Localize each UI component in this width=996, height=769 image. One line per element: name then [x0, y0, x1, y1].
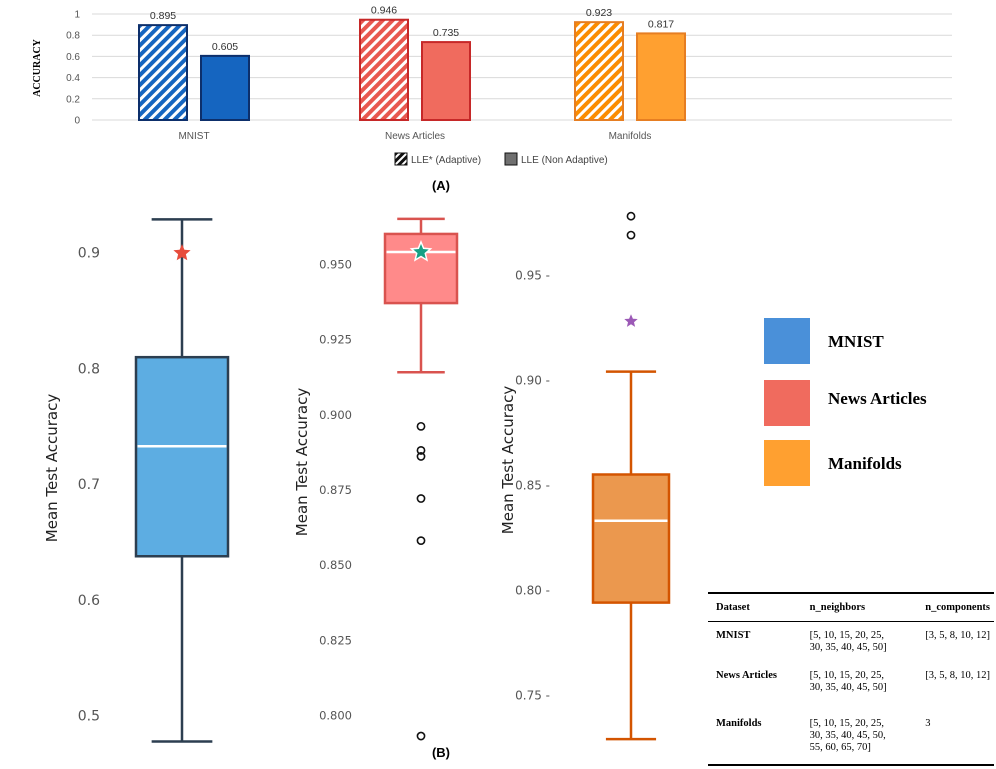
bar-category-label: News Articles: [385, 131, 445, 142]
box-outlier-manifolds: [626, 211, 636, 221]
box-marker-star-mnist: [173, 244, 191, 261]
bar-ytick-label: 1: [74, 10, 80, 21]
bar-ytick-label: 0.2: [66, 94, 80, 105]
box-outlier-news: [416, 731, 426, 741]
box-ytick-label-mnist: 0.6: [78, 593, 100, 609]
table-header: n_neighbors: [801, 592, 918, 622]
bar-value-label: 0.923: [586, 7, 612, 19]
table-row: News Articles [5, 10, 15, 20, 25, 30, 35…: [708, 660, 994, 700]
box-ytick-label-news: 0.900: [319, 408, 352, 422]
box-ytick-label-mnist: 0.9: [78, 246, 100, 262]
table-header: n_components: [917, 592, 994, 622]
neighbors-line: [5, 10, 15, 20, 25,: [809, 630, 885, 641]
table-row: MNIST [5, 10, 15, 20, 25, 30, 35, 40, 45…: [708, 622, 994, 661]
neighbors-line: 30, 35, 40, 45, 50]: [809, 682, 887, 693]
bar-value-label: 0.817: [648, 18, 674, 30]
box-ytick-label-mnist: 0.7: [78, 477, 100, 493]
box-outlier-news: [416, 536, 426, 546]
box-ylabel-manifolds: Mean Test Accuracy: [499, 386, 517, 535]
box-ytick-label-manifolds: 0.85 -: [515, 479, 550, 493]
bar-ytick-label: 0.6: [66, 52, 80, 63]
box-ytick-label-mnist: 0.5: [78, 709, 100, 725]
table-cell-components: [3, 5, 8, 10, 12]: [925, 630, 990, 641]
parameter-table: Dataset n_neighbors n_components MNIST […: [708, 592, 994, 766]
bar-non-adaptive: [636, 32, 686, 121]
box-ytick-label-news: 0.825: [319, 633, 352, 647]
box-ylabel-mnist: Mean Test Accuracy: [43, 394, 61, 543]
legend-label-manifolds: Manifolds: [828, 454, 902, 473]
box-ytick-label-manifolds: 0.75 -: [515, 689, 550, 703]
box-outlier-news: [416, 494, 426, 503]
box-ytick-label-news: 0.875: [319, 483, 352, 497]
legend-swatch-news: [764, 380, 810, 426]
legend-swatch-manifolds: [764, 440, 810, 486]
table-cell-components: [3, 5, 8, 10, 12]: [925, 670, 990, 681]
box-outlier-news: [416, 452, 426, 461]
box-ytick-label-news: 0.925: [319, 333, 352, 347]
box-outlier-manifolds: [626, 230, 636, 240]
table-header-row: Dataset n_neighbors n_components: [708, 592, 994, 622]
table-cell-components: 3: [917, 700, 994, 766]
caption-b: (B): [432, 745, 450, 760]
table-cell-neighbors: [5, 10, 15, 20, 25, 30, 35, 40, 45, 50]: [802, 622, 918, 661]
bar-category-label: Manifolds: [609, 131, 652, 142]
bar-ytick-label: 0.4: [66, 73, 80, 84]
table-cell-neighbors: [5, 10, 15, 20, 25, 30, 35, 40, 45, 50]: [802, 660, 918, 700]
box-ytick-label-news: 0.950: [319, 258, 352, 272]
box-ytick-label-manifolds: 0.95 -: [515, 269, 550, 283]
legend-label-mnist: MNIST: [828, 332, 884, 351]
legend-label-news: News Articles: [828, 389, 927, 408]
caption-a: (A): [432, 178, 450, 193]
box-body-manifolds: [591, 473, 671, 604]
table-cell-neighbors: [5, 10, 15, 20, 25, 30, 35, 40, 45, 50, …: [801, 700, 918, 766]
box-marker-star-manifolds: [624, 314, 638, 327]
neighbors-line: 55, 60, 65, 70]: [809, 742, 871, 753]
neighbors-line: 30, 35, 40, 45, 50]: [809, 642, 887, 653]
bar-non-adaptive: [421, 41, 471, 122]
legend-label-non-adaptive: LLE (Non Adaptive): [521, 155, 608, 166]
bar-legend: LLE* (Adaptive) LLE (Non Adaptive): [394, 152, 608, 166]
legend-swatch-mnist: [764, 318, 810, 364]
box-body-mnist: [134, 355, 230, 558]
bar-adaptive: [574, 21, 624, 121]
table-cell-dataset: News Articles: [716, 670, 777, 681]
bar-value-label: 0.735: [433, 27, 459, 39]
box-marker-star-news: [409, 240, 433, 262]
box-ylabel-news: Mean Test Accuracy: [293, 388, 311, 537]
bar-adaptive: [138, 24, 188, 122]
table-cell-dataset: MNIST: [716, 630, 751, 641]
bar-value-label: 0.605: [212, 41, 238, 53]
neighbors-line: [5, 10, 15, 20, 25,: [809, 670, 885, 681]
box-outlier-news: [416, 446, 426, 455]
bar-ytick-label: 0.8: [66, 31, 80, 42]
bar-value-label: 0.946: [371, 5, 397, 17]
legend-swatch-adaptive: [394, 152, 408, 166]
bar-non-adaptive: [200, 54, 250, 121]
legend-label-adaptive: LLE* (Adaptive): [411, 155, 481, 166]
bar-value-label: 0.895: [150, 10, 176, 22]
bar-adaptive: [359, 18, 409, 122]
box-ytick-label-manifolds: 0.80 -: [515, 584, 550, 598]
table-row: Manifolds [5, 10, 15, 20, 25, 30, 35, 40…: [708, 700, 994, 766]
bar-category-label: MNIST: [178, 131, 209, 142]
box-ytick-label-mnist: 0.8: [78, 361, 100, 377]
box-outlier-news: [416, 421, 426, 431]
table-header: Dataset: [708, 592, 802, 622]
box-ytick-label-news: 0.800: [319, 709, 352, 723]
neighbors-line: [5, 10, 15, 20, 25,: [809, 718, 885, 729]
bar-ylabel: ACCURACY: [32, 38, 43, 97]
table-cell-dataset: Manifolds: [708, 700, 802, 766]
box-ytick-label-manifolds: 0.90 -: [515, 374, 550, 388]
bar-ytick-label: 0: [74, 116, 80, 127]
box-ytick-label-news: 0.850: [319, 558, 352, 572]
neighbors-line: 30, 35, 40, 45, 50,: [809, 730, 886, 741]
legend-swatch-non-adaptive: [504, 152, 518, 166]
